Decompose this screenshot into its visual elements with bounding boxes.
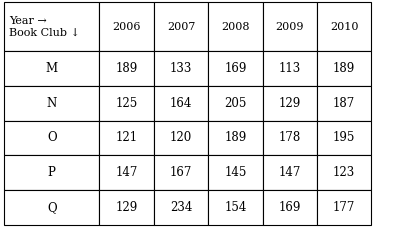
Text: 187: 187 [333,97,355,110]
Text: 189: 189 [333,62,355,75]
Bar [263,190,317,225]
Bar [317,190,371,225]
Bar [100,86,154,121]
Text: 169: 169 [224,62,246,75]
Bar [4,121,100,155]
Text: 2010: 2010 [330,22,358,32]
Text: 205: 205 [224,97,246,110]
Text: 121: 121 [116,131,138,144]
Text: 120: 120 [170,131,192,144]
Text: 164: 164 [170,97,192,110]
Text: 129: 129 [278,97,301,110]
Bar [263,2,317,51]
Text: 147: 147 [278,166,301,179]
Bar [154,190,208,225]
Bar [317,121,371,155]
Bar [208,51,263,86]
Bar [100,121,154,155]
Text: 189: 189 [115,62,138,75]
Bar [154,2,208,51]
Bar [208,121,263,155]
Text: 189: 189 [224,131,246,144]
Bar [4,155,100,190]
Text: Q: Q [47,201,56,214]
Text: Year →
Book Club ↓: Year → Book Club ↓ [9,16,79,37]
Text: 195: 195 [333,131,356,144]
Text: M: M [46,62,58,75]
Text: 169: 169 [278,201,301,214]
Text: 125: 125 [115,97,138,110]
Bar [317,86,371,121]
Bar [208,155,263,190]
Bar [154,86,208,121]
Text: P: P [48,166,56,179]
Text: 2007: 2007 [167,22,195,32]
Text: 178: 178 [278,131,301,144]
Text: 2009: 2009 [275,22,304,32]
Bar [4,2,100,51]
Text: 147: 147 [115,166,138,179]
Bar [317,51,371,86]
Bar [154,155,208,190]
Text: 177: 177 [333,201,356,214]
Bar [263,86,317,121]
Bar [100,155,154,190]
Text: 2008: 2008 [221,22,250,32]
Bar [100,51,154,86]
Bar [317,2,371,51]
Text: 167: 167 [170,166,192,179]
Text: 133: 133 [170,62,192,75]
Bar [4,51,100,86]
Text: 123: 123 [333,166,355,179]
Bar [100,190,154,225]
Bar [208,190,263,225]
Bar [154,121,208,155]
Bar [4,86,100,121]
Text: O: O [47,131,56,144]
Text: 2006: 2006 [113,22,141,32]
Text: 113: 113 [278,62,301,75]
Text: 154: 154 [224,201,246,214]
Text: N: N [47,97,57,110]
Bar [208,2,263,51]
Bar [154,51,208,86]
Bar [4,190,100,225]
Bar [100,2,154,51]
Text: 234: 234 [170,201,192,214]
Bar [263,121,317,155]
Text: 129: 129 [115,201,138,214]
Bar [263,51,317,86]
Bar [263,155,317,190]
Bar [317,155,371,190]
Bar [208,86,263,121]
Text: 145: 145 [224,166,246,179]
